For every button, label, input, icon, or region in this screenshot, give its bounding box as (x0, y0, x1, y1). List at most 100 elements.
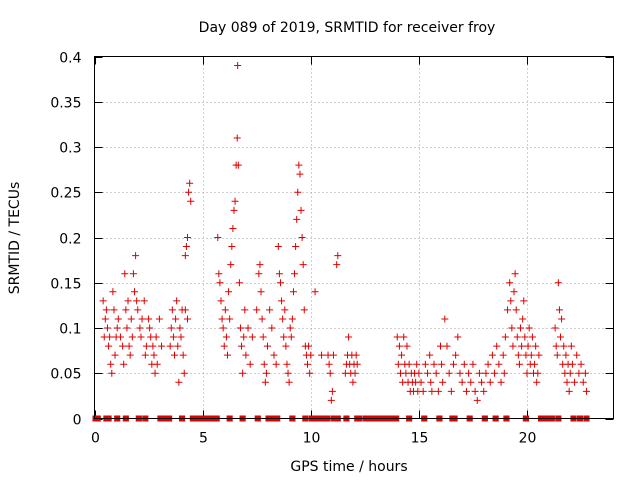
data-point (352, 351, 360, 359)
data-point (458, 378, 466, 386)
data-point (523, 369, 531, 377)
data-point (327, 396, 335, 404)
data-point (552, 342, 560, 350)
data-point (166, 342, 174, 350)
data-point (102, 306, 110, 314)
data-point (262, 369, 270, 377)
data-point (424, 369, 432, 377)
data-point (167, 324, 175, 332)
data-point (519, 315, 527, 323)
data-point (405, 360, 413, 368)
data-point (257, 288, 265, 296)
data-point (462, 387, 470, 395)
data-point (151, 369, 159, 377)
data-point (168, 306, 176, 314)
data-point (185, 188, 193, 196)
data-point (432, 369, 440, 377)
data-point (297, 206, 305, 214)
data-point (353, 360, 361, 368)
data-point (563, 378, 571, 386)
data-point (228, 243, 236, 251)
data-point (557, 333, 565, 341)
data-point (571, 378, 579, 386)
data-point (183, 234, 191, 241)
data-point (499, 351, 507, 359)
data-point (218, 315, 226, 323)
data-point (524, 342, 532, 350)
data-point (553, 351, 561, 359)
data-point (214, 234, 222, 241)
data-point (244, 324, 252, 332)
y-tick-label: 0.3 (59, 141, 81, 157)
data-point (328, 387, 336, 395)
data-point (349, 378, 357, 386)
y-tick-label: 0.2 (59, 232, 81, 248)
data-point (562, 351, 570, 359)
data-point (239, 369, 247, 377)
data-point (460, 360, 468, 368)
data-point (443, 342, 451, 350)
data-point (226, 315, 234, 323)
data-point (258, 315, 266, 323)
data-point (518, 342, 526, 350)
data-point (259, 333, 267, 341)
data-point (109, 288, 117, 296)
data-point (223, 351, 231, 359)
data-point (176, 324, 184, 332)
data-point (428, 387, 436, 395)
y-tick-label: 0.25 (50, 186, 81, 202)
data-point (291, 270, 299, 278)
data-point (153, 360, 161, 368)
data-point (140, 297, 148, 305)
x-axis-label: GPS time / hours (290, 459, 407, 475)
data-point (287, 333, 295, 341)
data-point (155, 315, 163, 323)
data-point (394, 360, 402, 368)
data-point (286, 324, 294, 332)
data-point (515, 360, 523, 368)
data-point (266, 306, 274, 314)
data-point (256, 261, 264, 269)
data-point (427, 378, 435, 386)
data-point (264, 342, 271, 350)
data-point (292, 243, 300, 251)
data-point (441, 315, 449, 323)
data-point (141, 351, 149, 359)
data-point (145, 315, 153, 323)
data-point (334, 252, 342, 260)
data-point (480, 387, 488, 395)
data-point (248, 333, 256, 341)
data-point (304, 360, 312, 368)
data-point (445, 369, 453, 377)
data-point (484, 360, 492, 368)
data-point (181, 306, 189, 314)
x-tick-label: 0 (91, 431, 100, 447)
data-point (136, 324, 144, 332)
data-point (456, 369, 464, 377)
y-tick-label: 0 (73, 413, 82, 429)
data-point (495, 360, 503, 368)
data-point (393, 333, 401, 341)
data-point (230, 206, 238, 214)
data-point (137, 333, 145, 341)
data-point (220, 342, 228, 350)
data-point (268, 324, 276, 332)
data-point (274, 243, 282, 251)
data-point (146, 324, 154, 332)
data-point (299, 261, 307, 269)
data-point (527, 351, 535, 359)
data-point (260, 360, 268, 368)
data-point (285, 378, 293, 386)
data-point (554, 279, 562, 287)
data-point (306, 369, 314, 377)
data-point (131, 288, 139, 296)
data-point (172, 315, 180, 323)
data-point (133, 297, 141, 305)
data-point (106, 333, 114, 341)
data-point (575, 369, 583, 377)
data-point (276, 279, 284, 287)
data-point (567, 342, 575, 350)
data-point (242, 351, 250, 359)
data-point (255, 270, 263, 278)
